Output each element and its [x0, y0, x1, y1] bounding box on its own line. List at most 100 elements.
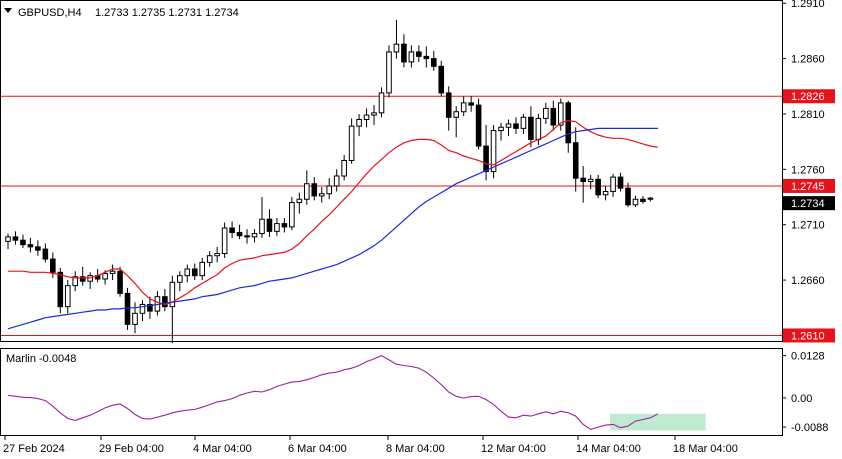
candle-body-bull [543, 107, 549, 119]
candle-body-bear [430, 58, 437, 67]
price-tick-label: 1.2710 [791, 220, 825, 232]
last-price-tag [783, 196, 835, 211]
time-tick-label: 27 Feb 2024 [3, 443, 65, 455]
candle-body-bear [42, 248, 49, 260]
price-tick-label: 1.2760 [791, 164, 825, 176]
candle-body-bear [416, 51, 422, 57]
marlin-highlight-box [610, 413, 706, 431]
candle-body-bull [393, 43, 400, 53]
candle-body-bull [251, 233, 258, 238]
candle-body-bear [550, 107, 557, 126]
price-tick-label: 1.2660 [791, 275, 825, 287]
time-tick-label: 18 Mar 04:00 [673, 443, 738, 455]
level-price-tag-label: 1.2610 [791, 330, 825, 342]
candle-body-bear [483, 145, 489, 173]
level-price-tag [783, 328, 835, 343]
candle-body-bull [206, 255, 213, 263]
candle-body-bull [326, 185, 333, 195]
candle-body-bull [408, 51, 415, 63]
candle-body-bull [371, 112, 377, 116]
candle-body-bull [214, 253, 220, 257]
candle-body-bear [528, 116, 534, 140]
time-tick-label: 6 Mar 04:00 [288, 443, 347, 455]
candle-body-bear [475, 104, 482, 147]
candle-body-bull [169, 281, 176, 308]
candle-body-bear [191, 268, 198, 277]
marlin-line [7, 354, 659, 431]
candle-body-bull [199, 261, 206, 277]
candle-body-bull [363, 114, 370, 121]
level-price-tag-label: 1.2745 [791, 181, 825, 193]
candle-body-bear [236, 231, 243, 237]
candle-body-bear [468, 102, 474, 106]
candle-body-bull [109, 270, 116, 274]
price-tick-label: 1.2860 [791, 54, 825, 66]
candle-body-bull [132, 312, 138, 325]
candle-body-bear [513, 123, 519, 129]
time-tick-label: 12 Mar 04:00 [481, 443, 546, 455]
candle-body-bull [557, 102, 564, 126]
candle-body-bear [438, 65, 445, 94]
candle-body-bear [147, 303, 153, 312]
candle-body-bear [27, 244, 34, 248]
candle-body-bear [35, 246, 41, 251]
price-tick-label: 1.2910 [791, 0, 825, 10]
candle-body-bull [333, 175, 340, 187]
candle-body-bull [498, 126, 504, 132]
candle-body-bear [625, 187, 631, 206]
candle-body-bull [304, 183, 310, 200]
candle-body-bull [535, 117, 542, 140]
candle-body-bull [72, 276, 79, 287]
slow-moving-average-line [7, 127, 658, 330]
candle-body-bear [445, 92, 452, 118]
candle-body-bear [124, 292, 131, 325]
candle-body-bear [12, 236, 19, 241]
marlin-tick-label: 0.0128 [791, 351, 825, 363]
time-tick-label: 29 Feb 04:00 [99, 443, 164, 455]
candle-body-bull [177, 275, 183, 283]
candle-body-bull [460, 102, 467, 113]
candle-body-bull [64, 285, 71, 308]
candle-body-bull [647, 197, 654, 200]
candle-body-bear [266, 218, 273, 232]
candle-body-bull [341, 159, 347, 177]
candle-body-bear [311, 183, 318, 197]
candle-body-bull [610, 176, 616, 192]
marlin-tick-label: 0.00 [791, 393, 812, 405]
candle-body-bull [378, 92, 385, 114]
candle-body-bull [453, 111, 459, 118]
candle-body-bear [162, 296, 168, 308]
candle-body-bear [244, 235, 250, 238]
time-tick-label: 14 Mar 04:00 [576, 443, 641, 455]
candle-body-bear [117, 270, 123, 294]
moving-averages-layer [7, 119, 658, 330]
level-price-tag [783, 89, 835, 104]
candle-body-bull [102, 272, 108, 280]
candle-body-bear [401, 43, 407, 63]
candle-body-bull [184, 268, 191, 277]
candle-body-bull [602, 190, 609, 196]
candle-body-bull [296, 198, 303, 204]
candle-body-bull [587, 178, 594, 183]
level-price-tag [783, 178, 835, 193]
candle-body-bear [79, 276, 86, 282]
candle-body-bear [229, 227, 235, 233]
candle-body-bear [595, 178, 601, 196]
marlin-layer [7, 354, 659, 431]
candle-body-bear [617, 176, 624, 189]
candle-body-bull [348, 125, 355, 161]
price-axis: 1.2910 1.2860 1.2810 1.2760 1.2710 1.2660 1.28… [782, 0, 835, 434]
candle-body-bear [50, 258, 56, 273]
candle-body-bull [274, 223, 280, 232]
candle-body-bear [580, 177, 586, 183]
candle-body-bull [318, 193, 325, 197]
candle-body-bear [20, 239, 26, 246]
candle-body-bull [259, 218, 265, 235]
level-price-tag-label: 1.2826 [791, 91, 825, 103]
symbol-label: GBPUSD,H4 [18, 7, 82, 19]
candle-body-bull [356, 119, 362, 127]
indicator-highlight-layer [610, 413, 706, 431]
candle-body-bull [289, 202, 295, 228]
symbol-dropdown-icon[interactable] [4, 8, 12, 13]
